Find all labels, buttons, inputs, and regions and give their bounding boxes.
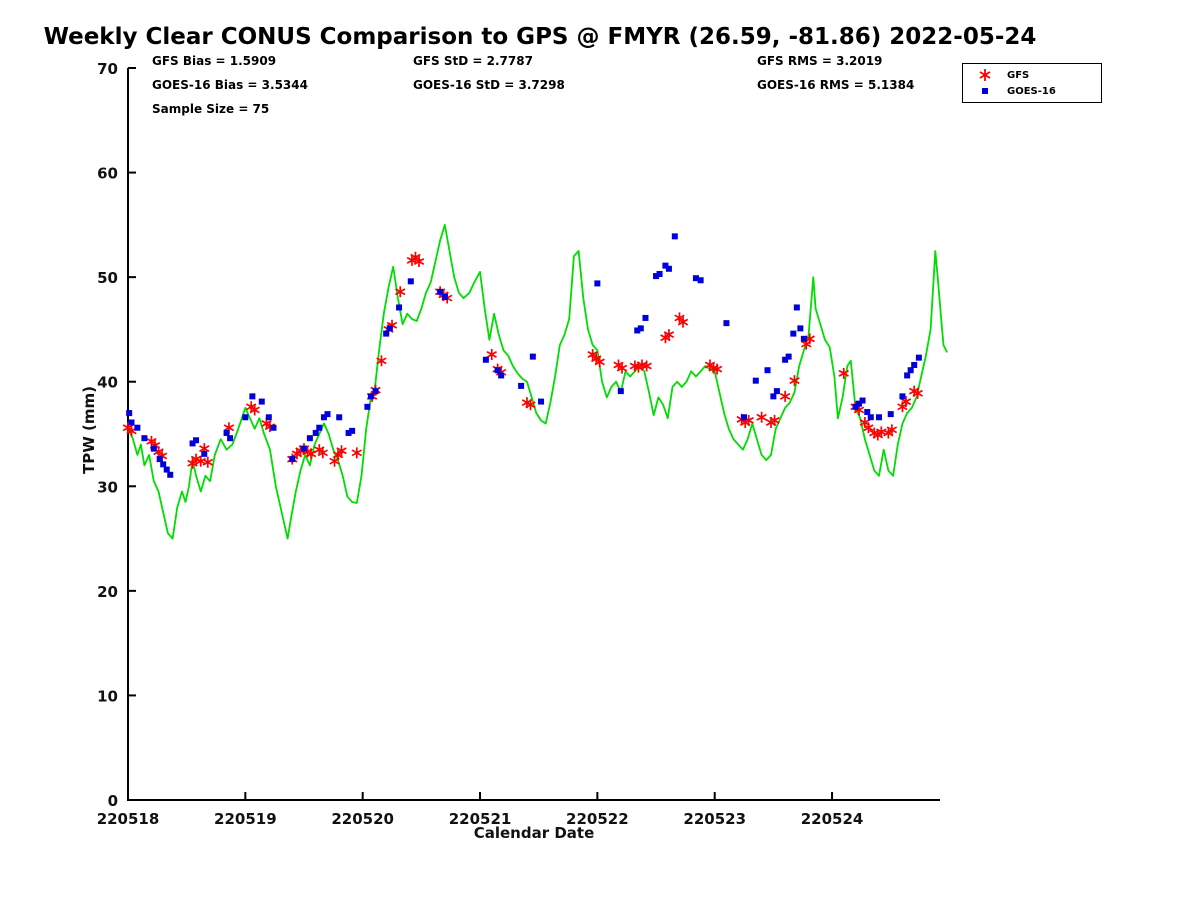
x-tick-label: 220524 <box>801 810 864 828</box>
legend-label-gfs: GFS <box>1007 69 1030 81</box>
y-tick-label: 50 <box>97 269 118 287</box>
axes: 0 10 20 30 40 50 60 70 220518 220519 220520 220521 2… <box>97 60 940 828</box>
stats-column-bias: GFS Bias = 1.5909 GOES-16 Bias = 3.5344 … <box>152 54 308 126</box>
series-gps <box>127 223 948 540</box>
goes16-std-text: GOES-16 StD = 3.7298 <box>413 78 565 92</box>
series-gfs <box>122 251 923 469</box>
legend-item-gfs: GFS <box>963 67 1101 83</box>
gfs-asterisk-marker-icon <box>963 68 1007 82</box>
gfs-rms-text: GFS RMS = 3.2019 <box>757 54 883 68</box>
goes16-rms-text: GOES-16 RMS = 5.1384 <box>757 78 915 92</box>
stats-column-std: GFS StD = 2.7787 GOES-16 StD = 3.7298 <box>413 54 565 102</box>
legend-item-goes16: GOES-16 <box>963 83 1101 99</box>
y-tick-label: 60 <box>97 165 118 183</box>
chart-title: Weekly Clear CONUS Comparison to GPS @ F… <box>43 24 1037 50</box>
y-tick-label: 30 <box>97 478 118 496</box>
x-tick-label: 220518 <box>97 810 160 828</box>
y-tick-label: 40 <box>97 374 118 392</box>
gfs-std-text: GFS StD = 2.7787 <box>413 54 533 68</box>
y-tick-label: 0 <box>108 792 118 810</box>
x-axis-label: Calendar Date <box>473 824 595 842</box>
y-tick-label: 70 <box>97 60 118 78</box>
x-tick-label: 220520 <box>331 810 394 828</box>
series-goes-16 <box>126 233 922 478</box>
goes16-square-marker-icon <box>963 84 1007 98</box>
gfs-bias-text: GFS Bias = 1.5909 <box>152 54 277 68</box>
stats-column-rms: GFS RMS = 3.2019 GOES-16 RMS = 5.1384 <box>757 54 914 102</box>
y-tick-label: 20 <box>97 583 118 601</box>
x-tick-label: 220521 <box>449 810 512 828</box>
legend-label-goes16: GOES-16 <box>1007 85 1056 97</box>
x-tick-label: 220519 <box>214 810 277 828</box>
x-tick-label: 220522 <box>566 810 629 828</box>
x-tick-label: 220523 <box>683 810 746 828</box>
goes16-bias-text: GOES-16 Bias = 3.5344 <box>152 78 308 92</box>
y-tick-label: 10 <box>97 687 118 705</box>
legend: GFS GOES-16 <box>962 63 1102 103</box>
sample-size-text: Sample Size = 75 <box>152 102 270 116</box>
